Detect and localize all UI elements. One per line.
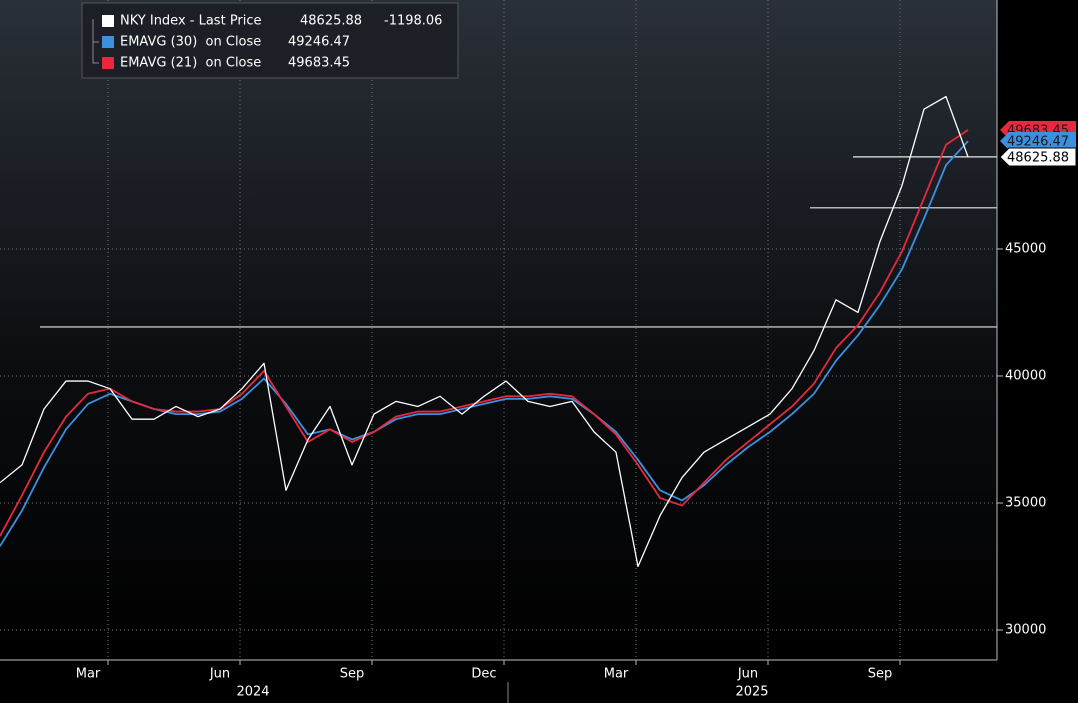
legend-swatch bbox=[102, 15, 114, 27]
legend-value: 49246.47 bbox=[288, 35, 350, 50]
legend-label: EMAVG (30) on Close bbox=[120, 35, 261, 50]
last-value-label: 48625.88 bbox=[1007, 151, 1069, 166]
marks bbox=[0, 95, 997, 568]
year-label: 2024 bbox=[236, 685, 269, 700]
y-tick-label: 30000 bbox=[1005, 623, 1046, 638]
ema-line bbox=[0, 129, 969, 537]
last-value-label: 49246.47 bbox=[1007, 135, 1069, 150]
x-tick-label: Jun bbox=[737, 667, 758, 682]
year-label: 2025 bbox=[735, 685, 768, 700]
price-line bbox=[0, 95, 969, 568]
legend-box bbox=[81, 2, 459, 79]
last-value-tag bbox=[1000, 132, 1076, 150]
y-tick-label: 40000 bbox=[1005, 368, 1046, 383]
x-tick-label: Dec bbox=[471, 667, 496, 682]
x-tick-label: Mar bbox=[604, 667, 629, 682]
legend-tree bbox=[92, 19, 99, 64]
x-tick-label: Sep bbox=[868, 667, 893, 682]
x-tick-label: Mar bbox=[76, 667, 101, 682]
legend: NKY Index - Last Price 48625.88 -1198.06 EM… bbox=[81, 2, 459, 79]
legend-label: NKY Index - Last Price bbox=[120, 14, 262, 29]
y-tick-label: 45000 bbox=[1005, 241, 1046, 256]
legend-value: 49683.45 bbox=[288, 56, 350, 71]
x-tick-label: Sep bbox=[340, 667, 365, 682]
legend-swatch bbox=[102, 57, 114, 69]
legend-swatch bbox=[102, 36, 114, 48]
last-value-tag bbox=[999, 147, 1077, 167]
x-tick-label: Jun bbox=[209, 667, 230, 682]
legend-value: 48625.88 bbox=[300, 14, 362, 29]
y-tick-label: 35000 bbox=[1005, 496, 1046, 511]
legend-label: EMAVG (21) on Close bbox=[120, 56, 261, 71]
legend-change: -1198.06 bbox=[384, 14, 442, 29]
plot-area bbox=[0, 0, 997, 660]
